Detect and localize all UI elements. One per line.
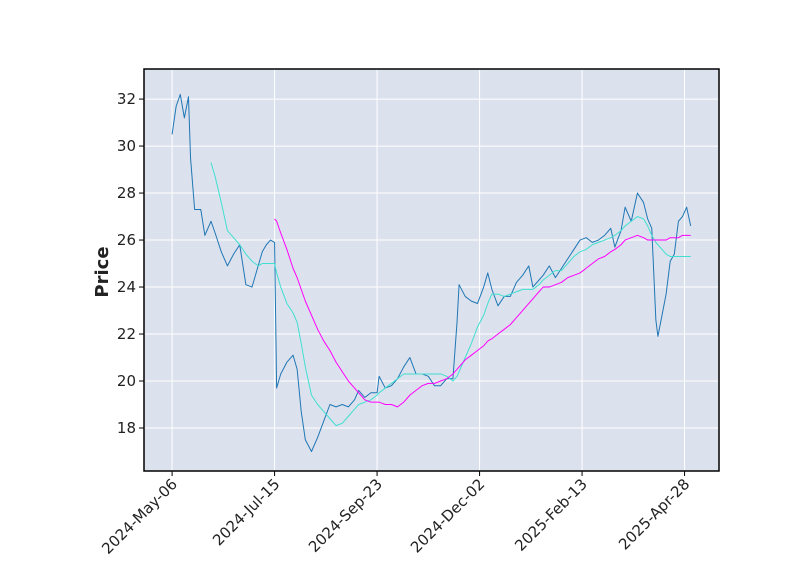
x-tick-label: 2024-Jul-15: [209, 475, 283, 549]
y-tick-label: 20: [117, 372, 136, 390]
y-tick-label: 26: [117, 231, 136, 249]
price-line: [274, 218, 691, 408]
x-tick-label: 2025-Feb-13: [511, 475, 591, 555]
x-tick-label: 2025-Apr-28: [615, 475, 693, 553]
plot-area: [144, 69, 719, 471]
price-line: [171, 93, 692, 452]
grid: [144, 69, 719, 471]
y-tick-label: 30: [117, 137, 136, 155]
y-tick-label: 18: [117, 419, 136, 437]
y-tick-label: 28: [117, 184, 136, 202]
plot-frame: [143, 68, 720, 472]
y-tick-label: 24: [117, 278, 136, 296]
y-axis-label: Price: [92, 246, 113, 297]
price-line: [210, 162, 691, 427]
x-tick-label: 2024-Sep-23: [305, 475, 386, 556]
lines: [171, 93, 692, 452]
x-tick-label: 2024-Dec-02: [407, 475, 488, 556]
y-tick-label: 22: [117, 325, 136, 343]
x-tick-label: 2024-May-06: [98, 475, 181, 558]
y-tick-label: 32: [117, 90, 136, 108]
